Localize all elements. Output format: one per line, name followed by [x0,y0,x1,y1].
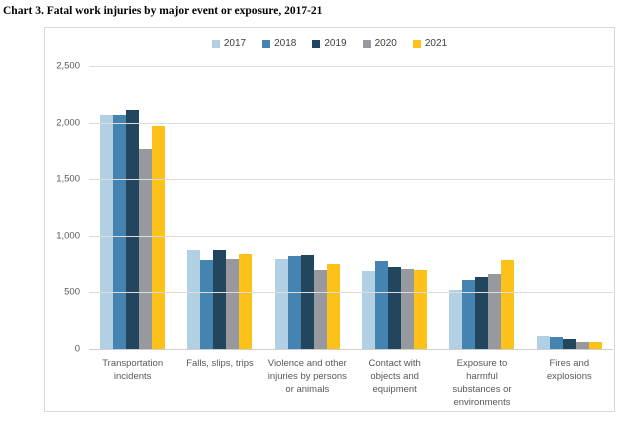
y-tick-label: 1,500 [56,173,80,185]
legend-label: 2020 [374,38,397,49]
bar-2017-category-2 [274,258,288,350]
bar-2017-category-4 [449,289,463,350]
plot-area: Transportation incidents Falls, slips, tr… [56,61,613,408]
gridline-500: 500 [64,287,613,298]
bar-2021-category-3 [414,270,428,350]
bar-groups [89,67,613,350]
bar-2017-category-3 [362,271,376,350]
legend-item-2019: 2019 [312,38,347,49]
bar-2018-category-0 [113,114,127,350]
bar-group-5 [526,67,613,350]
bar-group-4 [438,67,525,350]
bar-group-2 [264,67,351,350]
bar-group-1 [176,67,263,350]
bar-2021-category-2 [326,263,340,350]
bar-2021-category-5 [588,341,602,350]
bar-group-3 [351,67,438,350]
bar-2018-category-4 [462,279,476,350]
bar-2020-category-1 [226,258,240,350]
bar-2019-category-1 [213,250,227,350]
gridline-0: 0 [75,344,613,355]
x-axis-label-4: Exposure to harmful substances or enviro… [452,358,512,408]
legend-swatch-2018 [262,39,271,48]
bar-2021-category-4 [501,259,515,350]
x-axis-label-3: Contact with objects and equipment [368,358,421,395]
bar-2018-category-1 [200,260,214,350]
bar-2020-category-4 [488,273,502,350]
gridline-2500: 2,500 [56,61,613,72]
bar-2019-category-3 [388,267,402,350]
bar-2018-category-2 [287,256,301,350]
legend-item-2018: 2018 [262,38,296,49]
legend-label: 2019 [324,38,347,49]
gridline-1000: 1,000 [56,230,613,241]
bar-2019-category-2 [300,254,314,350]
legend-label: 2018 [274,38,297,49]
bar-2020-category-0 [139,148,153,350]
y-tick-label: 1,000 [56,230,80,242]
bar-group-0 [89,67,176,350]
page-title: Chart 3. Fatal work injuries by major ev… [3,5,323,17]
legend-swatch-2017 [211,39,220,48]
y-tick-label: 0 [74,343,80,355]
bar-2021-category-1 [239,253,253,350]
legend-label: 2021 [424,38,448,49]
x-axis-labels: Transportation incidents Falls, slips, tr… [89,357,613,409]
legend-item-2021: 2021 [412,38,448,49]
chart-container: 2017 2018 2019 2020 2021 Transportation inci… [44,27,615,412]
bar-2020-category-2 [313,270,327,350]
bar-2018-category-3 [375,261,389,350]
legend-item-2020: 2020 [362,38,397,49]
y-tick-label: 2,500 [56,60,80,72]
x-axis-label-2: Violence and other injuries by persons o… [267,358,347,395]
legend-label: 2017 [223,38,247,49]
gridline-2000: 2,000 [56,117,613,128]
bar-2020-category-5 [575,341,589,350]
legend-item-2017: 2017 [211,38,247,49]
chart-legend: 2017 2018 2019 2020 2021 [45,38,614,49]
y-tick-label: 500 [64,286,80,298]
x-axis-label-5: Fires and explosions [546,358,592,382]
bar-2017-category-0 [100,114,114,350]
bar-2021-category-0 [152,125,166,350]
legend-swatch-2019 [312,39,321,48]
x-axis-label-0: Transportation incidents [102,358,164,382]
bar-2017-category-1 [187,249,201,350]
bar-2019-category-5 [562,338,576,350]
bar-2017-category-5 [536,336,550,350]
y-tick-label: 2,000 [56,117,80,129]
legend-swatch-2021 [412,39,421,48]
bar-2019-category-4 [475,277,489,350]
legend-swatch-2020 [362,39,371,48]
bar-2020-category-3 [401,268,415,350]
x-axis-label-1: Falls, slips, trips [186,358,254,369]
bar-2018-category-5 [549,336,563,350]
gridline-1500: 1,500 [56,174,613,185]
bar-2019-category-0 [126,109,140,350]
